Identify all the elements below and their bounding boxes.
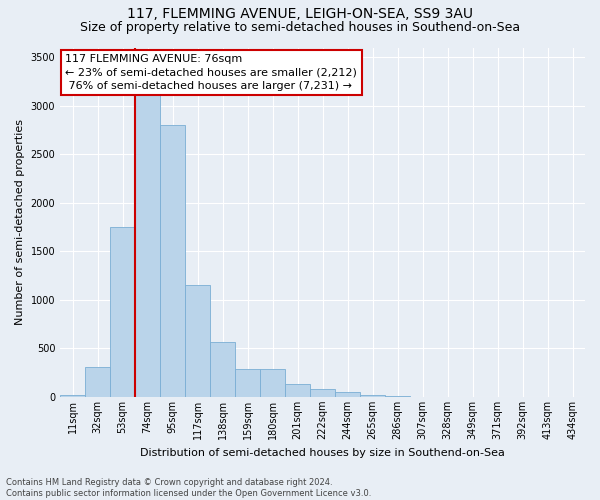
Y-axis label: Number of semi-detached properties: Number of semi-detached properties [15,119,25,325]
Bar [185,286,210,397]
Bar [135,67,160,397]
Bar [210,342,235,397]
Text: 117 FLEMMING AVENUE: 76sqm
← 23% of semi-detached houses are smaller (2,212)
 76: 117 FLEMMING AVENUE: 76sqm ← 23% of semi… [65,54,357,91]
Text: Size of property relative to semi-detached houses in Southend-on-Sea: Size of property relative to semi-detach… [80,21,520,34]
Bar [85,367,110,397]
Bar [160,125,185,397]
Bar [285,384,310,397]
Text: 117, FLEMMING AVENUE, LEIGH-ON-SEA, SS9 3AU: 117, FLEMMING AVENUE, LEIGH-ON-SEA, SS9 … [127,8,473,22]
X-axis label: Distribution of semi-detached houses by size in Southend-on-Sea: Distribution of semi-detached houses by … [140,448,505,458]
Bar [335,392,360,397]
Bar [110,227,135,397]
Bar [60,395,85,397]
Text: Contains HM Land Registry data © Crown copyright and database right 2024.
Contai: Contains HM Land Registry data © Crown c… [6,478,371,498]
Bar [310,389,335,397]
Bar [360,395,385,397]
Bar [260,369,285,397]
Bar [235,368,260,397]
